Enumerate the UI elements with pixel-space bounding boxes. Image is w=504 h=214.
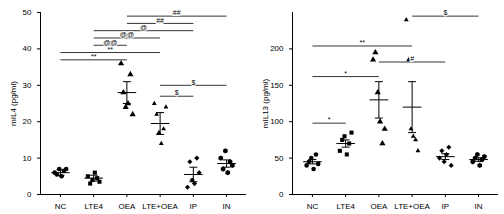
svg-text:OEA: OEA [370,202,388,211]
svg-text:IP: IP [442,202,450,211]
svg-text:mIL4 (pg/ml): mIL4 (pg/ml) [9,81,18,126]
svg-text:50: 50 [275,154,284,163]
svg-text:10: 10 [23,154,32,163]
svg-text:150: 150 [270,81,284,90]
svg-text:##: ## [173,9,181,16]
svg-text:@@: @@ [120,31,134,38]
svg-text:@@: @@ [103,39,117,46]
svg-text:40: 40 [23,44,32,53]
svg-text:20: 20 [23,117,32,126]
svg-text:#: # [410,55,414,62]
svg-text:LTE4: LTE4 [84,202,103,211]
svg-text:**: ** [91,53,97,60]
svg-text:$: $ [443,9,447,16]
svg-text:LTE+OEA: LTE+OEA [142,202,178,211]
svg-text:30: 30 [23,81,32,90]
svg-text:NC: NC [55,202,67,211]
svg-text:$: $ [191,79,195,86]
svg-text:LTE4: LTE4 [336,202,355,211]
svg-text:200: 200 [270,44,284,53]
svg-text:NC: NC [307,202,319,211]
svg-text:50: 50 [23,8,32,17]
svg-text:*: * [328,116,331,123]
svg-text:LTE+OEA: LTE+OEA [394,202,430,211]
svg-text:100: 100 [270,117,284,126]
svg-text:IP: IP [190,202,198,211]
svg-text:0: 0 [279,190,284,199]
svg-text:$: $ [175,89,179,96]
svg-text:OEA: OEA [118,202,136,211]
svg-text:0: 0 [27,190,32,199]
svg-text:**: ** [360,39,366,46]
svg-text:IN: IN [223,202,231,211]
svg-text:mIL13 (pg/ml): mIL13 (pg/ml) [261,78,270,128]
svg-text:IN: IN [475,202,483,211]
svg-text:*: * [344,70,347,77]
svg-text:@: @ [140,24,147,31]
svg-text:##: ## [156,17,164,24]
svg-text:**: ** [108,46,114,53]
